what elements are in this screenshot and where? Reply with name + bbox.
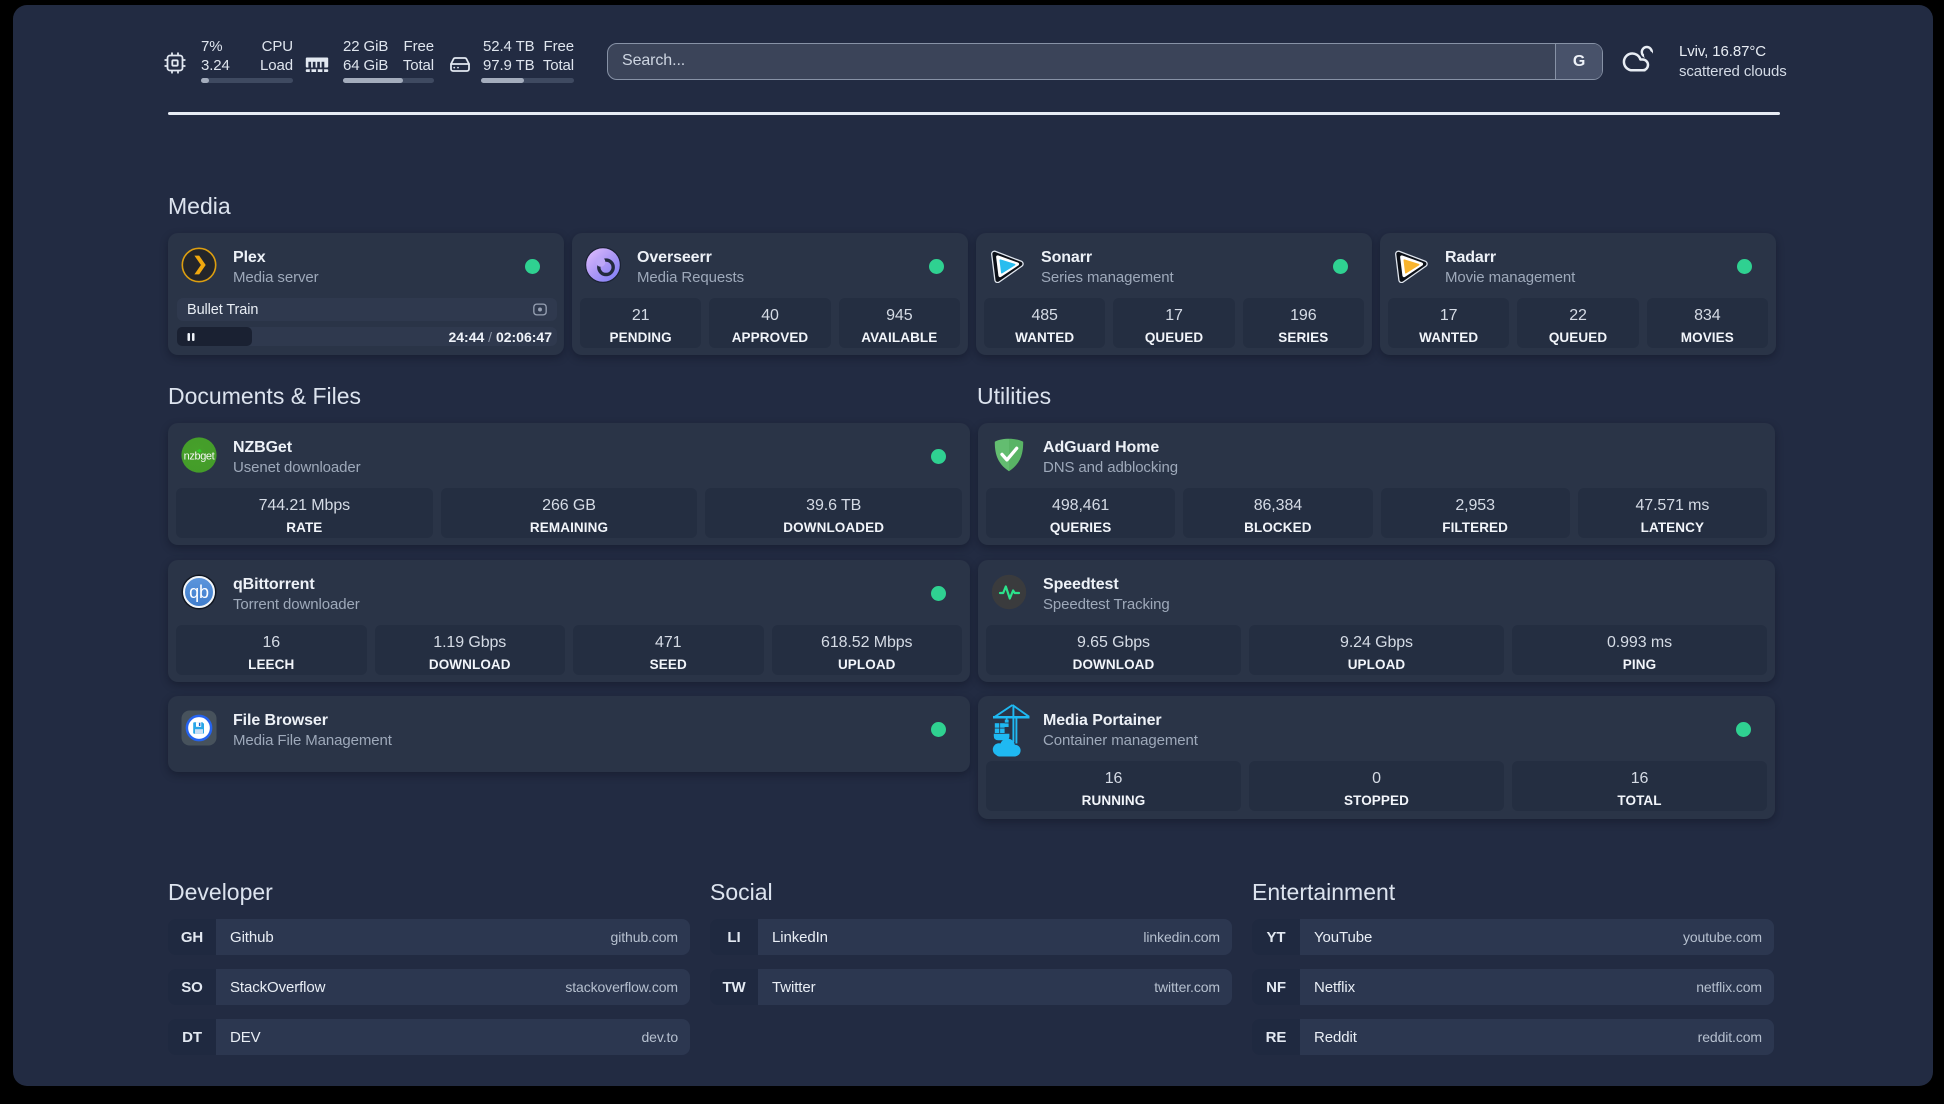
- svg-text:qb: qb: [189, 582, 209, 602]
- svg-text:nzbget: nzbget: [184, 450, 215, 462]
